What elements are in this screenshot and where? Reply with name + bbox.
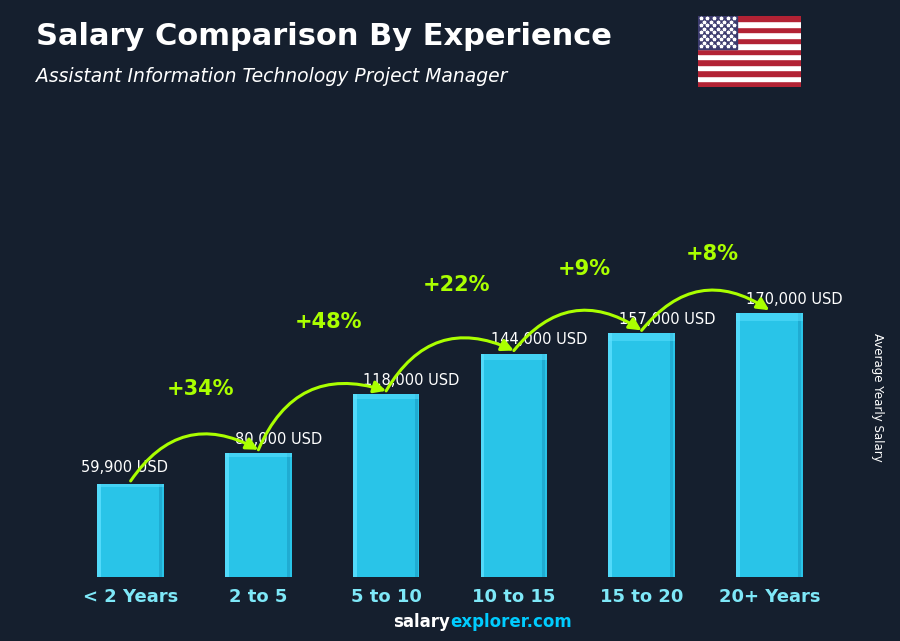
Bar [353, 394, 356, 577]
Text: 170,000 USD: 170,000 USD [746, 292, 843, 307]
Bar [698, 16, 737, 49]
Bar [698, 32, 801, 38]
Bar [225, 453, 292, 456]
Text: Salary Comparison By Experience: Salary Comparison By Experience [36, 22, 612, 51]
Bar [353, 394, 419, 399]
Text: +9%: +9% [558, 259, 611, 279]
Text: 118,000 USD: 118,000 USD [363, 373, 460, 388]
Bar [698, 21, 801, 27]
Bar [481, 354, 547, 360]
Bar [698, 65, 801, 71]
Text: 157,000 USD: 157,000 USD [618, 312, 716, 328]
Bar [481, 354, 547, 577]
Bar [736, 313, 740, 577]
Bar [698, 71, 801, 76]
Bar [543, 354, 545, 577]
Bar [97, 484, 164, 577]
Text: +34%: +34% [167, 379, 235, 399]
Bar [698, 54, 801, 60]
Text: Assistant Information Technology Project Manager: Assistant Information Technology Project… [36, 67, 508, 87]
Text: Average Yearly Salary: Average Yearly Salary [871, 333, 884, 462]
Bar [225, 453, 292, 577]
Bar [698, 76, 801, 81]
Bar [415, 394, 418, 577]
Bar [698, 16, 801, 21]
Bar [353, 394, 419, 577]
Bar [608, 333, 675, 577]
Text: +8%: +8% [686, 244, 738, 263]
Bar [97, 484, 164, 487]
Bar [698, 43, 801, 49]
Bar [670, 333, 673, 577]
Bar [225, 453, 229, 577]
Text: 144,000 USD: 144,000 USD [491, 333, 588, 347]
Text: 80,000 USD: 80,000 USD [236, 431, 322, 447]
Text: +48%: +48% [295, 312, 363, 332]
Text: salary: salary [393, 613, 450, 631]
Bar [698, 27, 801, 32]
Text: 59,900 USD: 59,900 USD [81, 460, 167, 475]
Bar [736, 313, 803, 321]
Text: +22%: +22% [423, 275, 491, 295]
Bar [608, 333, 675, 341]
Text: explorer.com: explorer.com [450, 613, 572, 631]
Bar [287, 453, 290, 577]
Bar [97, 484, 102, 577]
Bar [481, 354, 484, 577]
Bar [698, 38, 801, 43]
Bar [159, 484, 162, 577]
Bar [608, 333, 612, 577]
Bar [797, 313, 801, 577]
Bar [698, 60, 801, 65]
Bar [736, 313, 803, 577]
Bar [698, 81, 801, 87]
Bar [698, 49, 801, 54]
